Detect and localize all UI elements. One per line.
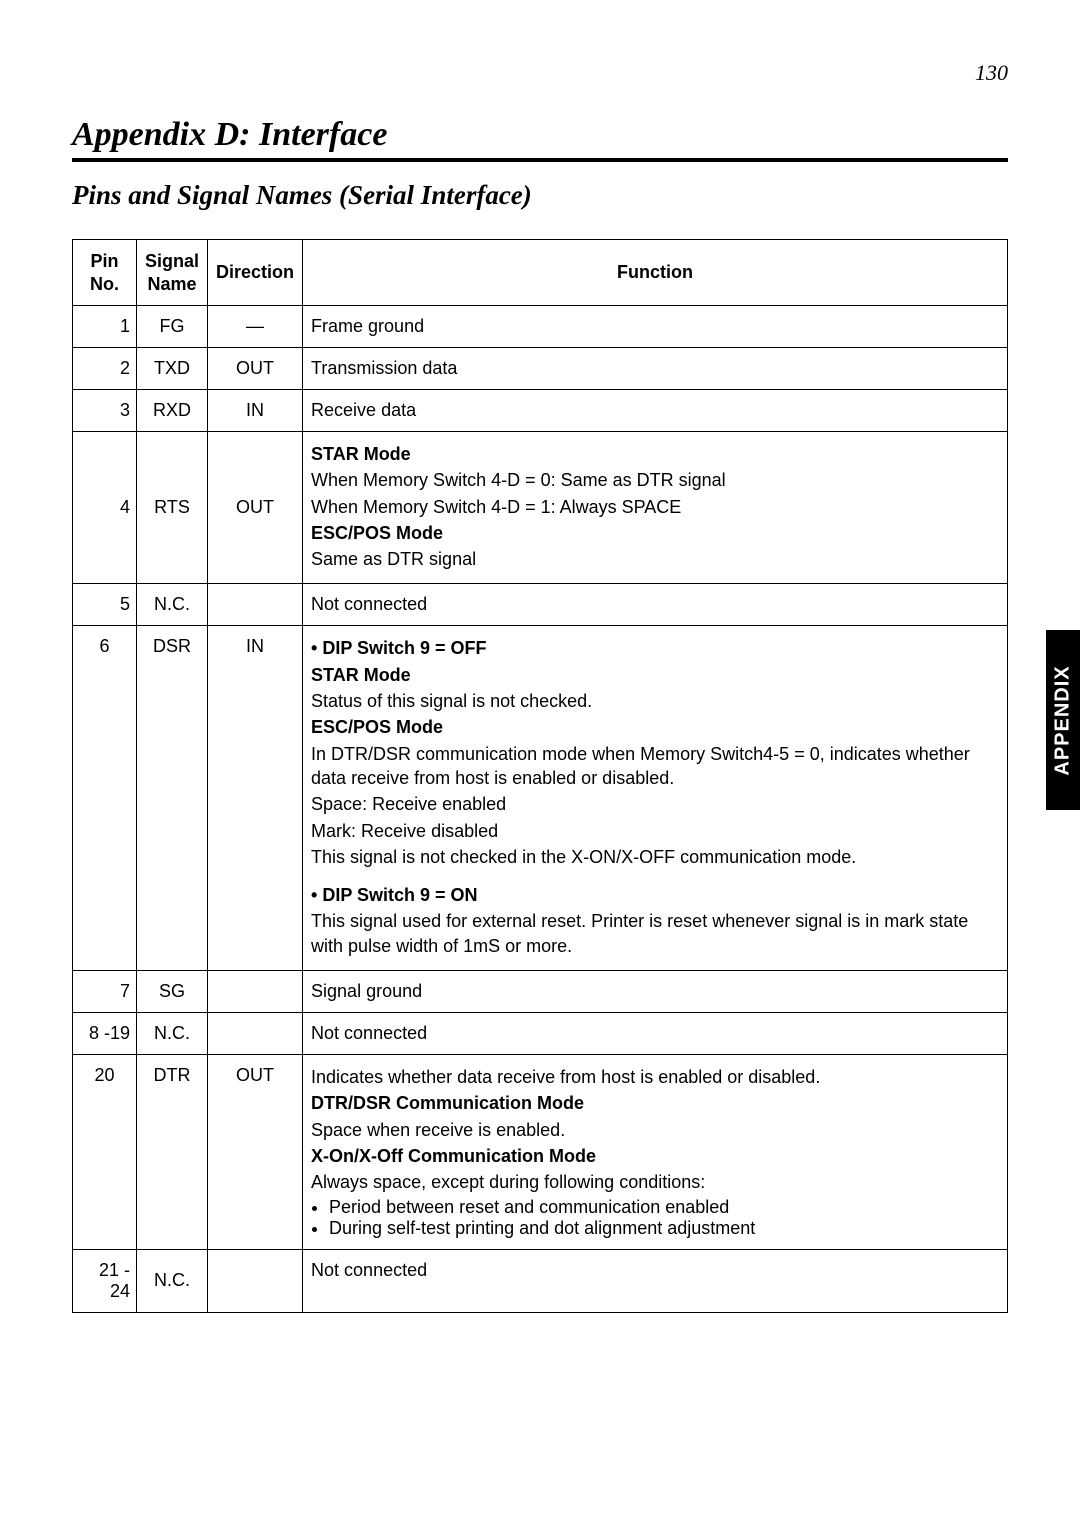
th-direction: Direction [208, 240, 303, 306]
text-line: Mark: Receive disabled [311, 819, 999, 843]
text-line: Same as DTR signal [311, 547, 999, 571]
cell-function: Not connected [303, 1249, 1008, 1312]
cell-function: Not connected [303, 584, 1008, 626]
cell-direction: OUT [208, 348, 303, 390]
cell-signal: RXD [137, 390, 208, 432]
text-line: Indicates whether data receive from host… [311, 1065, 999, 1089]
label-escpos-mode: ESC/POS Mode [311, 715, 999, 739]
cell-pin: 6 [73, 626, 137, 971]
label-dip-off: • DIP Switch 9 = OFF [311, 636, 999, 660]
cell-pin: 4 [73, 432, 137, 584]
cell-pin: 8 -19 [73, 1013, 137, 1055]
label-xonxoff-mode: X-On/X-Off Communication Mode [311, 1144, 999, 1168]
label-star-mode: STAR Mode [311, 442, 999, 466]
cell-direction [208, 971, 303, 1013]
cell-pin: 5 [73, 584, 137, 626]
side-tab: APPENDIX [1046, 630, 1080, 810]
table-row: 21 - 24 N.C. Not connected [73, 1249, 1008, 1312]
cell-pin: 7 [73, 971, 137, 1013]
cell-signal: N.C. [137, 584, 208, 626]
cell-function: Not connected [303, 1013, 1008, 1055]
label-dtrdsr-mode: DTR/DSR Communication Mode [311, 1091, 999, 1115]
cell-signal: DSR [137, 626, 208, 971]
cell-function: Signal ground [303, 971, 1008, 1013]
text-line: Space when receive is enabled. [311, 1118, 999, 1142]
text-line: This signal used for external reset. Pri… [311, 909, 999, 958]
cell-direction: IN [208, 626, 303, 971]
label-star-mode: STAR Mode [311, 663, 999, 687]
th-pin: PinNo. [73, 240, 137, 306]
table-row: 8 -19 N.C. Not connected [73, 1013, 1008, 1055]
cell-direction [208, 584, 303, 626]
label-dip-on: • DIP Switch 9 = ON [311, 883, 999, 907]
bullet-item: During self-test printing and dot alignm… [329, 1218, 999, 1239]
text-line: When Memory Switch 4-D = 1: Always SPACE [311, 495, 999, 519]
cell-function: • DIP Switch 9 = OFF STAR Mode Status of… [303, 626, 1008, 971]
cell-function: Frame ground [303, 306, 1008, 348]
cell-pin: 1 [73, 306, 137, 348]
table-header-row: PinNo. SignalName Direction Function [73, 240, 1008, 306]
cell-direction: — [208, 306, 303, 348]
cell-direction [208, 1013, 303, 1055]
appendix-title: Appendix D: Interface [72, 116, 1008, 154]
text-line: Space: Receive enabled [311, 792, 999, 816]
section-title: Pins and Signal Names (Serial Interface) [72, 180, 1008, 211]
cell-pin: 20 [73, 1055, 137, 1249]
page-number: 130 [72, 60, 1008, 86]
th-signal: SignalName [137, 240, 208, 306]
label-escpos-mode: ESC/POS Mode [311, 521, 999, 545]
cell-direction: OUT [208, 432, 303, 584]
title-rule [72, 158, 1008, 162]
table-row: 1 FG — Frame ground [73, 306, 1008, 348]
text-line: When Memory Switch 4-D = 0: Same as DTR … [311, 468, 999, 492]
th-function: Function [303, 240, 1008, 306]
text-line: This signal is not checked in the X-ON/X… [311, 845, 999, 869]
cell-signal: N.C. [137, 1013, 208, 1055]
cell-signal: TXD [137, 348, 208, 390]
cell-direction: OUT [208, 1055, 303, 1249]
cell-function: Receive data [303, 390, 1008, 432]
cell-direction [208, 1249, 303, 1312]
cell-signal: FG [137, 306, 208, 348]
cell-pin: 21 - 24 [73, 1249, 137, 1312]
cell-pin: 2 [73, 348, 137, 390]
cell-signal: RTS [137, 432, 208, 584]
text-line: In DTR/DSR communication mode when Memor… [311, 742, 999, 791]
cell-signal: SG [137, 971, 208, 1013]
cell-function: STAR Mode When Memory Switch 4-D = 0: Sa… [303, 432, 1008, 584]
cell-pin: 3 [73, 390, 137, 432]
bullet-item: Period between reset and communication e… [329, 1197, 999, 1218]
table-row: 4 RTS OUT STAR Mode When Memory Switch 4… [73, 432, 1008, 584]
table-row: 6 DSR IN • DIP Switch 9 = OFF STAR Mode … [73, 626, 1008, 971]
cell-function: Indicates whether data receive from host… [303, 1055, 1008, 1249]
cell-signal: N.C. [137, 1249, 208, 1312]
cell-function: Transmission data [303, 348, 1008, 390]
table-row: 5 N.C. Not connected [73, 584, 1008, 626]
text-line: Always space, except during following co… [311, 1170, 999, 1194]
table-row: 7 SG Signal ground [73, 971, 1008, 1013]
text-line: Status of this signal is not checked. [311, 689, 999, 713]
side-tab-label: APPENDIX [1052, 665, 1075, 775]
table-row: 2 TXD OUT Transmission data [73, 348, 1008, 390]
table-row: 3 RXD IN Receive data [73, 390, 1008, 432]
cell-direction: IN [208, 390, 303, 432]
cell-signal: DTR [137, 1055, 208, 1249]
pins-table: PinNo. SignalName Direction Function 1 F… [72, 239, 1008, 1313]
table-row: 20 DTR OUT Indicates whether data receiv… [73, 1055, 1008, 1249]
